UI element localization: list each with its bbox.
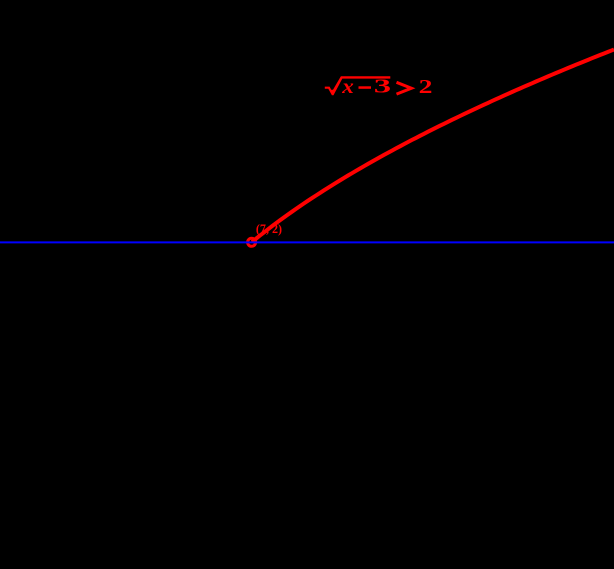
svg-text:2: 2 xyxy=(419,77,433,98)
svg-text:x: x xyxy=(341,76,354,98)
svg-text:3: 3 xyxy=(374,76,391,97)
svg-text:(7, 2): (7, 2) xyxy=(256,222,282,236)
